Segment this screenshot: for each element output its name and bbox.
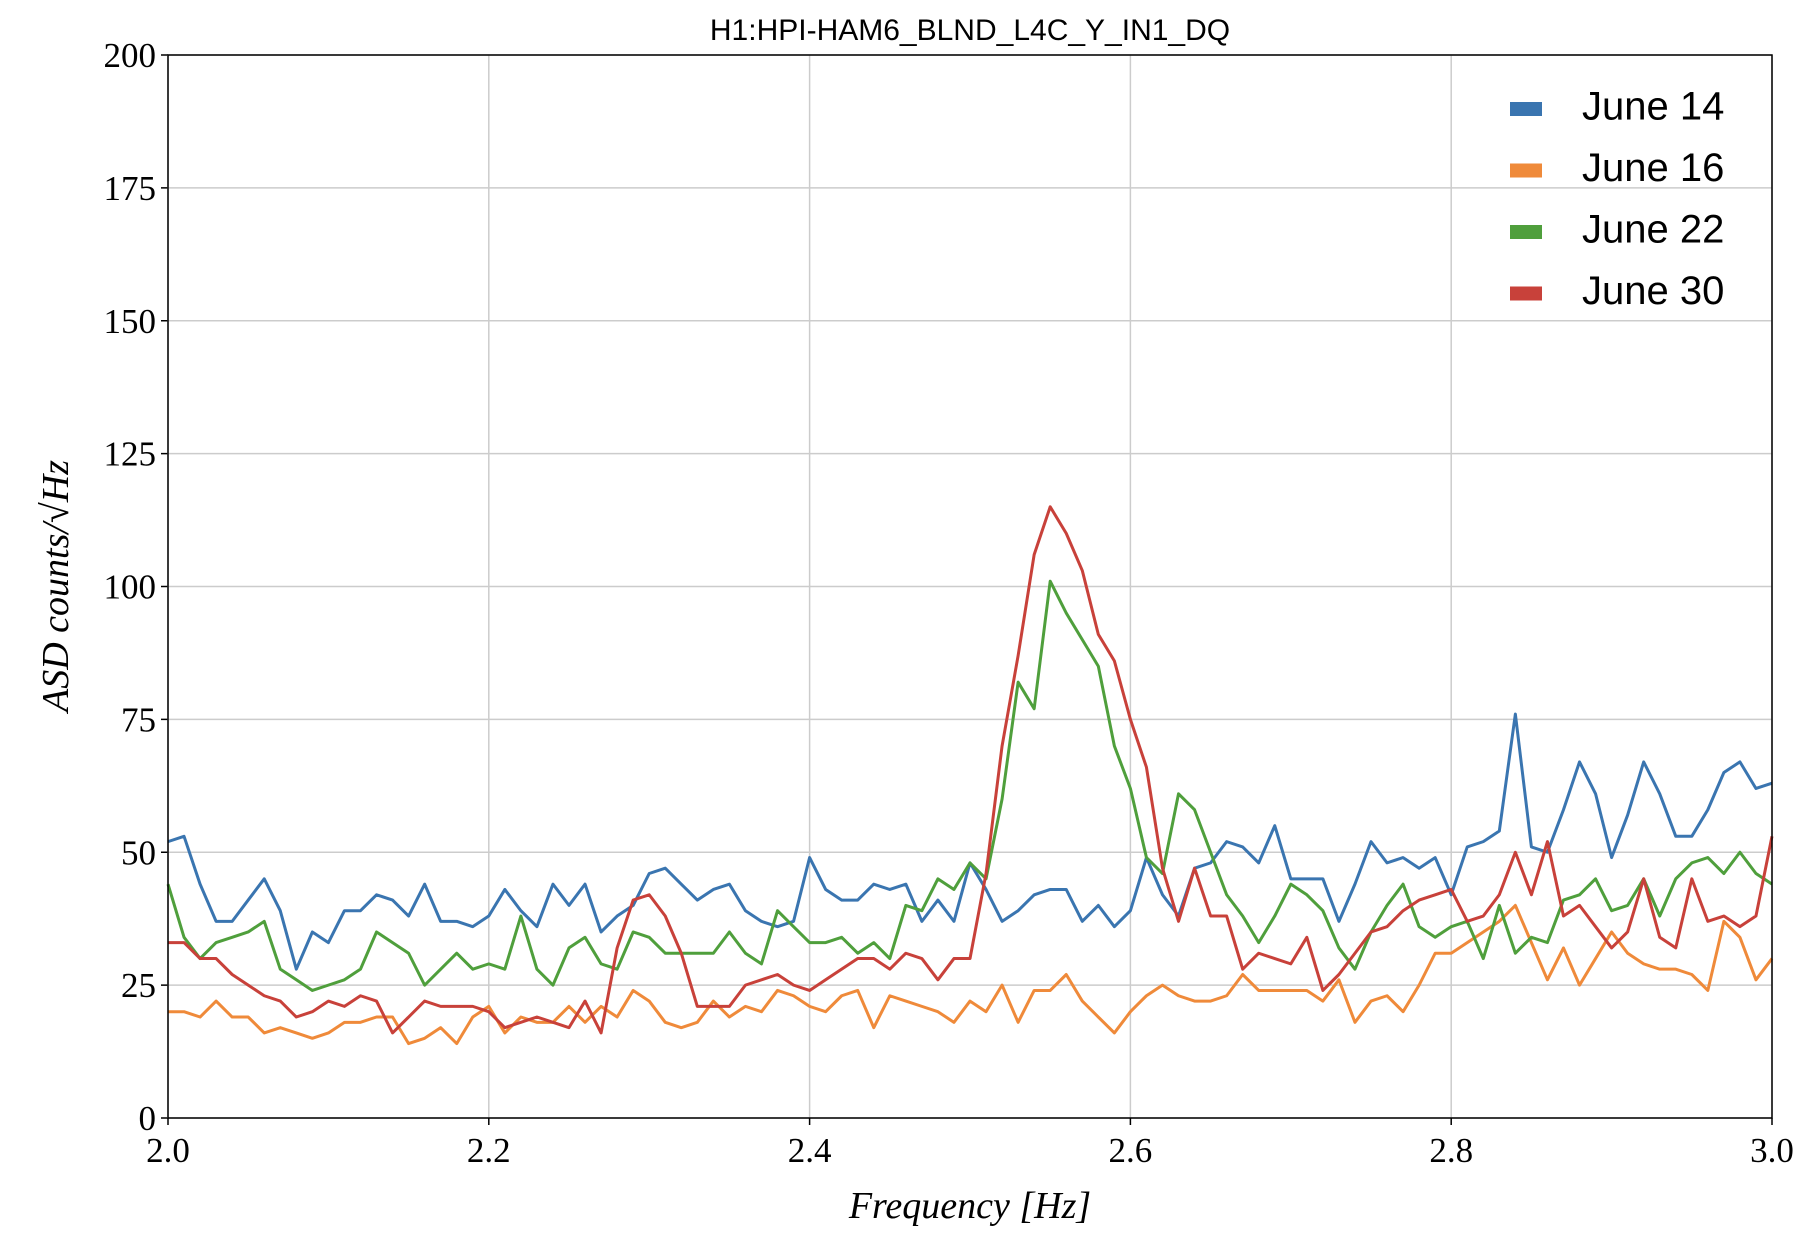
y-tick-label: 0 <box>139 1099 157 1138</box>
y-tick-label: 50 <box>121 833 156 872</box>
series-line <box>168 505 1774 1035</box>
legend-label: June 14 <box>1582 85 1724 129</box>
x-tick-label: 2.6 <box>1109 1131 1153 1170</box>
y-tick-label: 150 <box>104 302 157 341</box>
y-tick-label: 125 <box>104 435 157 474</box>
y-tick-label: 75 <box>121 700 156 739</box>
legend-label: June 30 <box>1582 269 1724 313</box>
plot-frame <box>167 54 1773 1119</box>
y-tick-label: 175 <box>104 169 157 208</box>
x-tick-label: 2.4 <box>788 1131 832 1170</box>
y-tick-label: 200 <box>104 36 157 75</box>
legend-label: June 16 <box>1582 146 1724 190</box>
x-tick-label: 3.0 <box>1750 1131 1794 1170</box>
legend-label: June 22 <box>1582 208 1724 252</box>
legend-swatch <box>1510 102 1542 116</box>
chart-title: H1:HPI-HAM6_BLND_L4C_Y_IN1_DQ <box>710 14 1230 47</box>
x-tick-label: 2.2 <box>467 1131 511 1170</box>
series-line <box>166 579 1773 992</box>
x-tick-label: 2.0 <box>146 1131 190 1170</box>
x-axis-label: Frequency [Hz] <box>848 1185 1091 1227</box>
y-axis-label: ASD counts/√Hz <box>35 460 77 715</box>
series-line <box>168 903 1774 1046</box>
legend-swatch <box>1510 286 1542 301</box>
legend-swatch <box>1510 163 1542 178</box>
legend-swatch <box>1510 225 1542 239</box>
y-tick-label: 100 <box>104 568 157 607</box>
x-tick-label: 2.8 <box>1429 1131 1473 1170</box>
series-line <box>167 712 1773 971</box>
y-tick-label: 25 <box>121 966 156 1005</box>
